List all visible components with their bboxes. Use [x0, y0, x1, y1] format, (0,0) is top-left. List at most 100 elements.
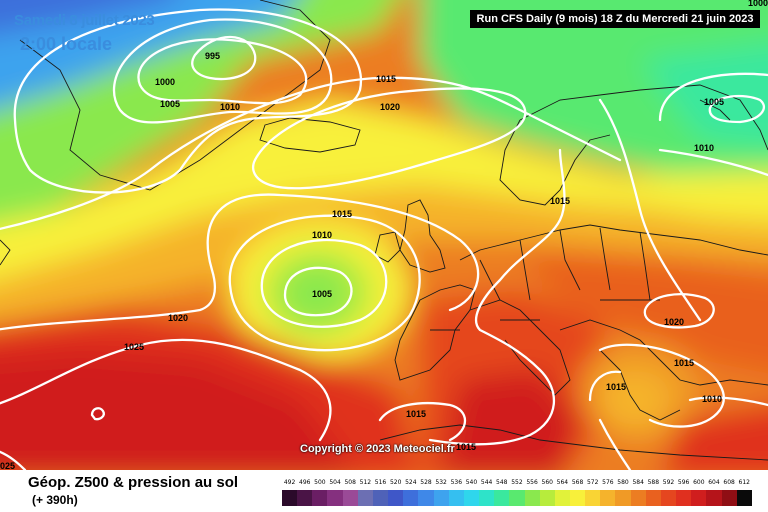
scale-value-label: 572: [586, 479, 599, 486]
isobar-1015-c: [378, 401, 467, 442]
isobar-label: 1015: [456, 442, 476, 452]
geopotential-field: [0, 0, 768, 470]
isobar-label: 995: [205, 51, 220, 61]
isobar-1015-d: [428, 148, 566, 446]
isobar-1015-e: [598, 98, 702, 322]
isobar-label: 1005: [704, 97, 724, 107]
scale-swatch: [585, 490, 601, 506]
scale-swatch: [479, 490, 495, 506]
scale-value-label: 512: [359, 479, 372, 486]
scale-value-label: 508: [344, 479, 356, 486]
scale-swatch: [736, 490, 752, 506]
scale-swatch: [615, 490, 631, 506]
scale-swatch: [691, 490, 707, 506]
scale-value-label: 552: [511, 479, 523, 486]
scale-value-label: 496: [299, 479, 311, 486]
scale-value-label: 576: [602, 479, 614, 486]
scale-value-label: 500: [314, 479, 326, 486]
isobar-label: 1020: [664, 317, 684, 327]
isobar-1005-a: [112, 18, 333, 124]
isobar-1015-a: [0, 76, 622, 231]
scale-swatch: [721, 490, 737, 506]
scale-value-label: 596: [677, 479, 690, 486]
scale-value-label: 580: [617, 479, 629, 486]
scale-swatch: [676, 490, 692, 506]
scale-swatch: [554, 490, 570, 506]
isobar-1015-g: [588, 370, 632, 470]
scale-value-label: 612: [738, 479, 750, 486]
isobar-label: 1020: [168, 313, 188, 323]
legend-subtitle: (+ 390h): [32, 493, 78, 507]
isobar-1010-e: [688, 396, 768, 407]
isobar-label: 1010: [694, 143, 714, 153]
scale-value-label: 588: [647, 479, 660, 486]
isobar-labels: 995 1000 1005 1010 1015 1020 1015 1010 1…: [0, 0, 768, 470]
scale-value-label: 600: [693, 479, 705, 486]
scale-swatch: [282, 490, 298, 506]
scale-value-label: 520: [389, 479, 402, 486]
scale-swatch: [706, 490, 722, 506]
color-scale-swatches: [282, 490, 752, 506]
isobar-1020-b: [0, 193, 480, 331]
legend-panel: Géop. Z500 & pression au sol (+ 390h) 49…: [0, 470, 768, 512]
isobars: [0, 8, 768, 470]
scale-value-label: 540: [465, 479, 478, 486]
isobar-label: 1005: [312, 289, 332, 299]
copyright-text: Copyright © 2023 Meteociel.fr: [300, 443, 455, 455]
isobar-label: 1025: [124, 342, 144, 352]
isobar-label: 025: [0, 461, 15, 470]
scale-value-label: 560: [541, 479, 553, 486]
isobar-1010-b: [260, 238, 388, 328]
scale-value-label: 608: [723, 479, 735, 486]
scale-swatch: [569, 490, 586, 506]
isobar-1025-b: [0, 450, 27, 470]
isobar-1005-c: [708, 94, 766, 124]
coastlines: [0, 0, 768, 461]
isobar-label: 1015: [406, 409, 426, 419]
scale-swatch: [312, 490, 328, 506]
scale-value-label: 548: [496, 479, 508, 486]
isobar-label: 1000: [748, 0, 768, 8]
isobar-label: 1010: [702, 394, 722, 404]
scale-swatch: [494, 490, 510, 506]
isobar-1025-a: [0, 338, 332, 442]
isobar-995: [191, 35, 257, 81]
color-scale: 492 496 500 504 508 512 516 520 524 528 532 536 540 5…: [282, 478, 752, 508]
isobar-1010-c: [658, 72, 768, 122]
isobar-label: 1015: [550, 196, 570, 206]
scale-value-label: 544: [480, 479, 493, 486]
scale-swatch: [463, 490, 480, 506]
scale-swatch: [357, 490, 373, 506]
scale-value-label: 504: [329, 479, 341, 486]
isobar-label: 1000: [155, 77, 175, 87]
scale-value-label: 492: [283, 479, 296, 486]
isobar-1015-b: [228, 214, 421, 352]
isobar-1005-b: [283, 266, 353, 317]
isobar-label: 1015: [332, 209, 352, 219]
isobar-1015-f: [598, 343, 725, 428]
isobar-label: 1015: [674, 358, 694, 368]
scale-value-label: 568: [571, 479, 584, 486]
legend-title: Géop. Z500 & pression au sol: [28, 474, 239, 491]
scale-swatch: [600, 490, 616, 506]
scale-swatch: [539, 490, 555, 506]
isobar-label: 1015: [376, 74, 396, 84]
scale-swatch: [418, 490, 434, 506]
isobar-1010-d: [658, 148, 768, 177]
isobar-label: 1010: [220, 102, 240, 112]
forecast-time: 2:00 locale: [20, 34, 113, 54]
scale-swatch: [645, 490, 661, 506]
weather-map: 995 1000 1005 1010 1015 1020 1015 1010 1…: [0, 0, 768, 470]
scale-swatch: [509, 490, 525, 506]
scale-swatch: [297, 490, 313, 506]
scale-value-label: 604: [708, 479, 720, 486]
scale-value-label: 516: [374, 479, 387, 486]
scale-swatch: [433, 490, 449, 506]
scale-value-label: 592: [662, 479, 675, 486]
scale-swatch: [388, 490, 404, 506]
scale-value-label: 556: [526, 479, 538, 486]
scale-value-label: 564: [556, 479, 569, 486]
scale-swatch: [372, 490, 389, 506]
isobar-label: 1020: [380, 102, 400, 112]
